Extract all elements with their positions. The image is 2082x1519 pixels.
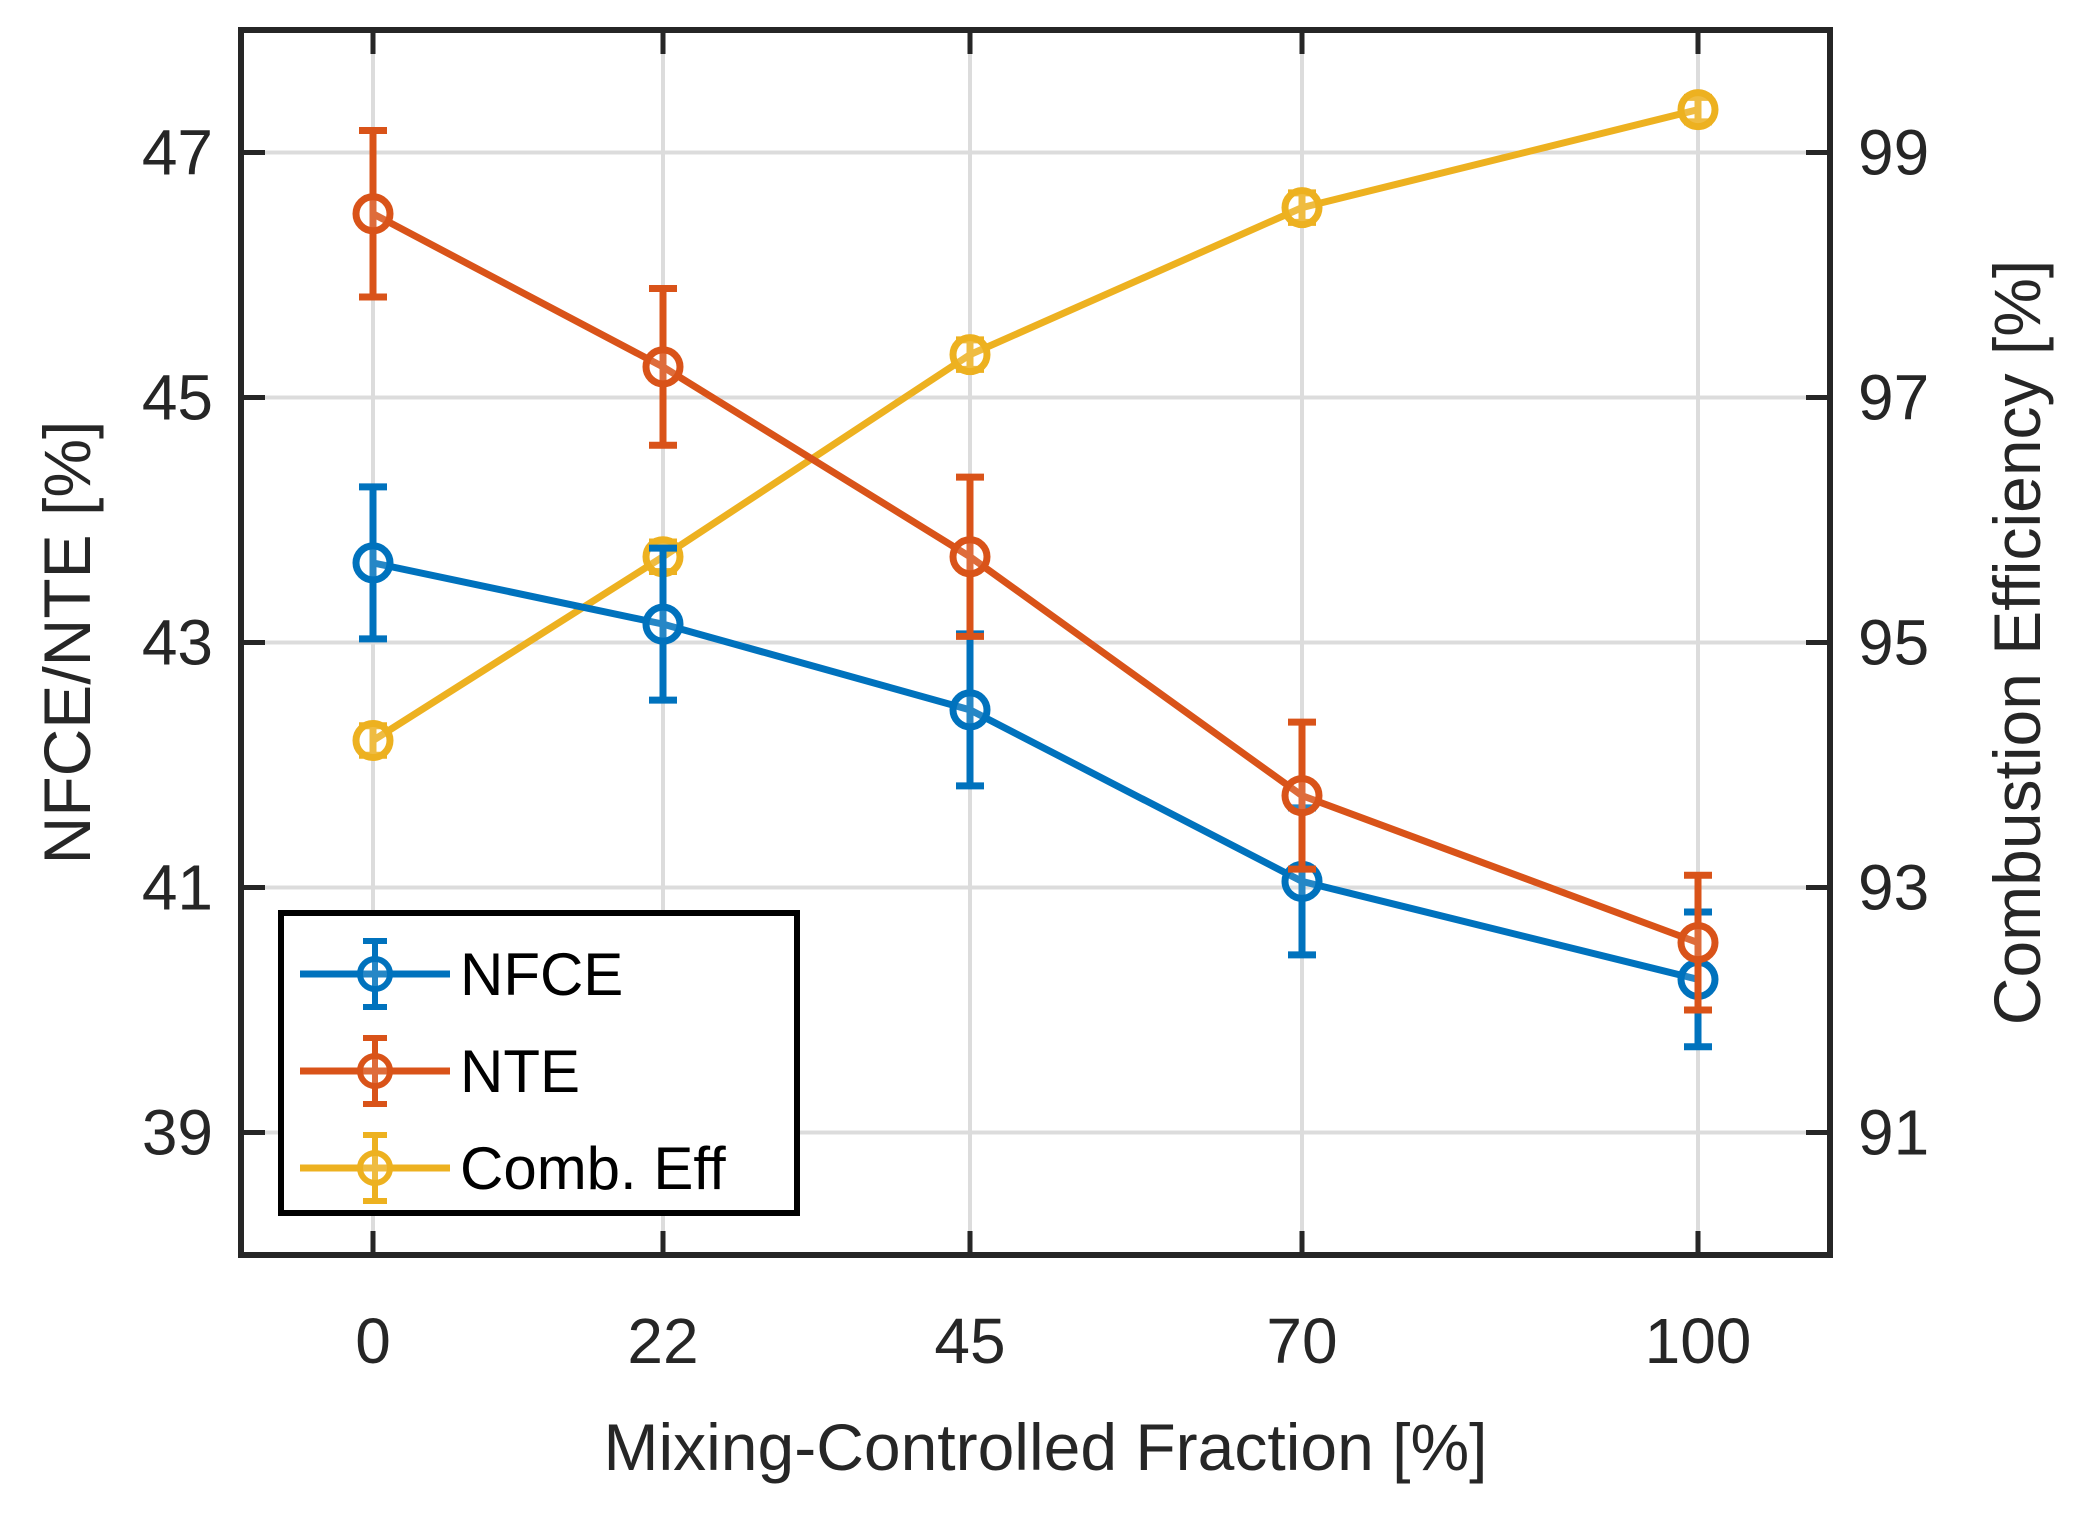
y-tick-label-right: 97 bbox=[1858, 362, 1929, 434]
legend-item: Comb. Eff bbox=[300, 1132, 726, 1204]
y-tick-label-right: 93 bbox=[1858, 852, 1929, 924]
legend-label: NFCE bbox=[460, 941, 623, 1008]
x-tick-label: 45 bbox=[934, 1305, 1005, 1377]
y-tick-label-left: 47 bbox=[142, 117, 213, 189]
data-point-marker bbox=[1281, 187, 1323, 229]
y-axis-label-right: Combustion Efficiency [%] bbox=[1980, 260, 2054, 1025]
data-point-marker bbox=[1281, 775, 1323, 817]
series-layer bbox=[352, 89, 1719, 1051]
legend-marker bbox=[357, 1053, 393, 1089]
series-nte bbox=[352, 126, 1719, 1014]
y-tick-label-left: 43 bbox=[142, 607, 213, 679]
data-point-marker bbox=[352, 720, 394, 761]
y-tick-label-right: 91 bbox=[1858, 1097, 1929, 1169]
data-point-marker bbox=[949, 689, 991, 731]
x-axis-label: Mixing-Controlled Fraction [%] bbox=[604, 1410, 1488, 1484]
legend-item: NFCE bbox=[300, 938, 623, 1010]
data-point-marker bbox=[642, 346, 684, 388]
x-tick-label: 100 bbox=[1645, 1305, 1752, 1377]
y-tick-label-right: 95 bbox=[1858, 607, 1929, 679]
legend: NFCE NTE Comb. Eff bbox=[278, 910, 800, 1216]
y-tick-label-right: 99 bbox=[1858, 117, 1929, 189]
y-tick-label-left: 39 bbox=[142, 1097, 213, 1169]
data-point-marker bbox=[642, 603, 684, 645]
y-tick-label-left: 45 bbox=[142, 362, 213, 434]
y-axis-label-left: NFCE/NTE [%] bbox=[30, 421, 104, 865]
legend-items: NFCE NTE Comb. Eff bbox=[300, 938, 726, 1204]
data-point-marker bbox=[352, 193, 394, 235]
data-point-marker bbox=[1677, 922, 1719, 964]
y-tick-label-left: 41 bbox=[142, 852, 213, 924]
axis-ticks: 39 41 43 45 47 91 93 95 97 99 0 22 45 70 100 bbox=[142, 30, 1929, 1377]
legend-marker bbox=[357, 956, 393, 992]
legend-marker bbox=[357, 1150, 393, 1186]
data-point-marker bbox=[1677, 89, 1719, 131]
legend-item: NTE bbox=[300, 1035, 580, 1107]
x-tick-label: 70 bbox=[1266, 1305, 1337, 1377]
legend-label: NTE bbox=[460, 1038, 580, 1105]
x-tick-label: 0 bbox=[355, 1305, 391, 1377]
legend-label: Comb. Eff bbox=[460, 1135, 726, 1202]
data-point-marker bbox=[949, 334, 991, 376]
x-tick-label: 22 bbox=[627, 1305, 698, 1377]
data-point-marker bbox=[352, 542, 394, 584]
data-point-marker bbox=[949, 536, 991, 578]
